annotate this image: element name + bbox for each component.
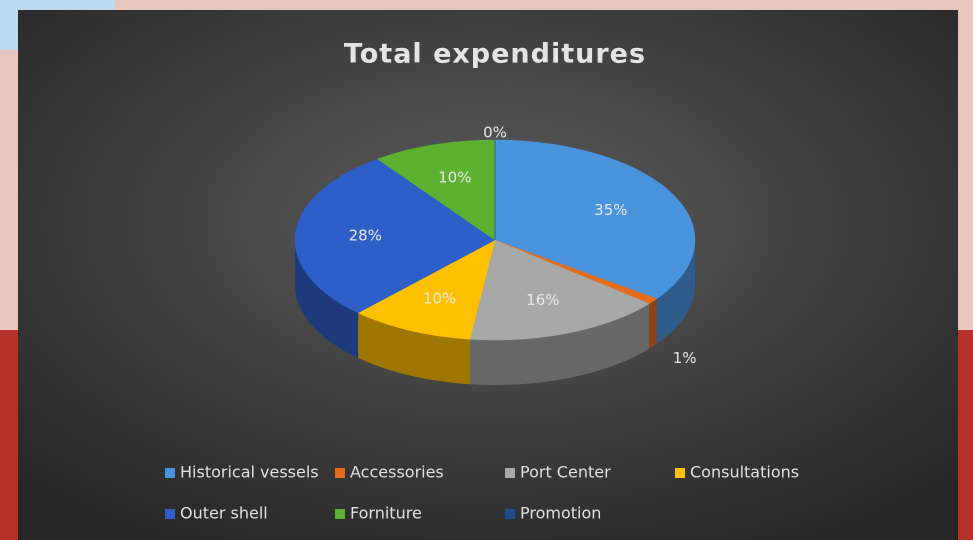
legend-marker [335, 509, 345, 519]
slice [294, 158, 496, 314]
slice [469, 239, 650, 341]
slice [376, 139, 496, 241]
slice-side [469, 303, 650, 385]
legend-marker [675, 468, 685, 478]
slice-side [649, 298, 657, 349]
legend-marker [335, 468, 345, 478]
legend-label: Historical vessels [180, 463, 319, 482]
slice-side [358, 312, 470, 385]
legend-label: Outer shell [180, 504, 268, 523]
data-label: 28% [349, 226, 382, 244]
legend-marker [165, 468, 175, 478]
legend-marker [505, 509, 515, 519]
legend-label: Accessories [350, 463, 444, 482]
legend-label: Consultations [690, 463, 799, 482]
slice [494, 139, 696, 300]
data-label: 16% [526, 291, 559, 309]
data-label: 10% [438, 169, 471, 187]
data-label: 35% [594, 201, 627, 219]
slice-side [295, 240, 359, 358]
chart-title: Total expenditures [344, 39, 646, 70]
slice-side [656, 240, 695, 344]
data-label: 10% [423, 289, 456, 307]
legend-label: Port Center [520, 463, 611, 482]
legend-marker [505, 468, 515, 478]
data-label: 0% [483, 124, 507, 142]
legend-label: Promotion [520, 504, 601, 523]
legend-label: Forniture [350, 504, 422, 523]
data-label: 1% [673, 349, 697, 367]
slice [357, 239, 496, 340]
legend-marker [165, 509, 175, 519]
